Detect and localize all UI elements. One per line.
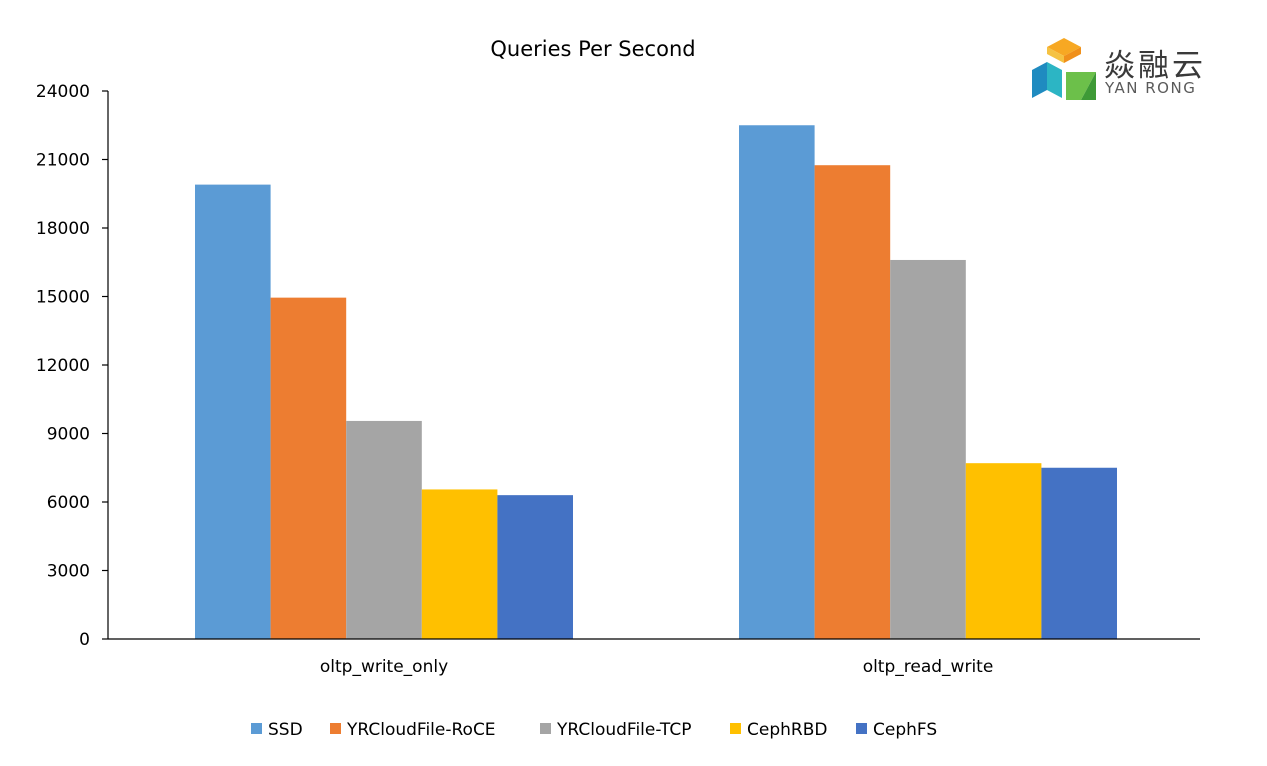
legend-item: CephRBD (730, 720, 827, 740)
legend-label: CephRBD (747, 720, 827, 740)
legend-label: YRCloudFile-TCP (556, 720, 691, 740)
bar (497, 495, 573, 639)
y-tick-label: 9000 (47, 425, 90, 445)
bar (195, 184, 271, 639)
bar (421, 489, 498, 639)
legend-item: CephFS (856, 720, 937, 740)
x-category-label: oltp_read_write (863, 657, 994, 677)
bar (814, 165, 891, 640)
y-tick-label: 12000 (36, 356, 90, 376)
plot-area: 0 3000 6000 9000 12000 15000 18000 21000 24000 ol… (36, 82, 1200, 677)
bar (890, 259, 966, 639)
legend-item: YRCloudFile-RoCE (330, 720, 496, 740)
y-tick-label: 0 (79, 630, 90, 650)
y-tick-label: 24000 (36, 82, 90, 102)
legend-label: YRCloudFile-RoCE (346, 720, 496, 740)
bar (965, 463, 1042, 639)
legend: SSD YRCloudFile-RoCE YRCloudFile-TCP CephRB… (251, 720, 937, 740)
legend-item: YRCloudFile-TCP (540, 720, 691, 740)
legend-swatch (540, 723, 551, 734)
legend-label: CephFS (873, 720, 937, 740)
y-tick-label: 21000 (36, 151, 90, 171)
legend-swatch (730, 723, 741, 734)
y-tick-label: 15000 (36, 288, 90, 308)
bar (739, 125, 815, 639)
chart-title: Queries Per Second (490, 37, 695, 61)
y-tick-label: 6000 (47, 493, 90, 513)
legend-item: SSD (251, 720, 303, 740)
x-category-label: oltp_write_only (320, 657, 448, 677)
bar (346, 420, 422, 639)
logo-cube-icon (1032, 38, 1096, 100)
logo-chinese-name: 焱融云 (1104, 48, 1206, 84)
legend-swatch (251, 723, 262, 734)
legend-swatch (330, 723, 341, 734)
y-tick-label: 3000 (47, 562, 90, 582)
y-tick-label: 18000 (36, 219, 90, 239)
yanrong-logo: 焱融云 YAN RONG (1032, 38, 1206, 100)
logo-english-name: YAN RONG (1104, 79, 1196, 97)
bar (1041, 467, 1117, 639)
legend-label: SSD (268, 720, 303, 740)
bar (270, 297, 347, 639)
legend-swatch (856, 723, 867, 734)
